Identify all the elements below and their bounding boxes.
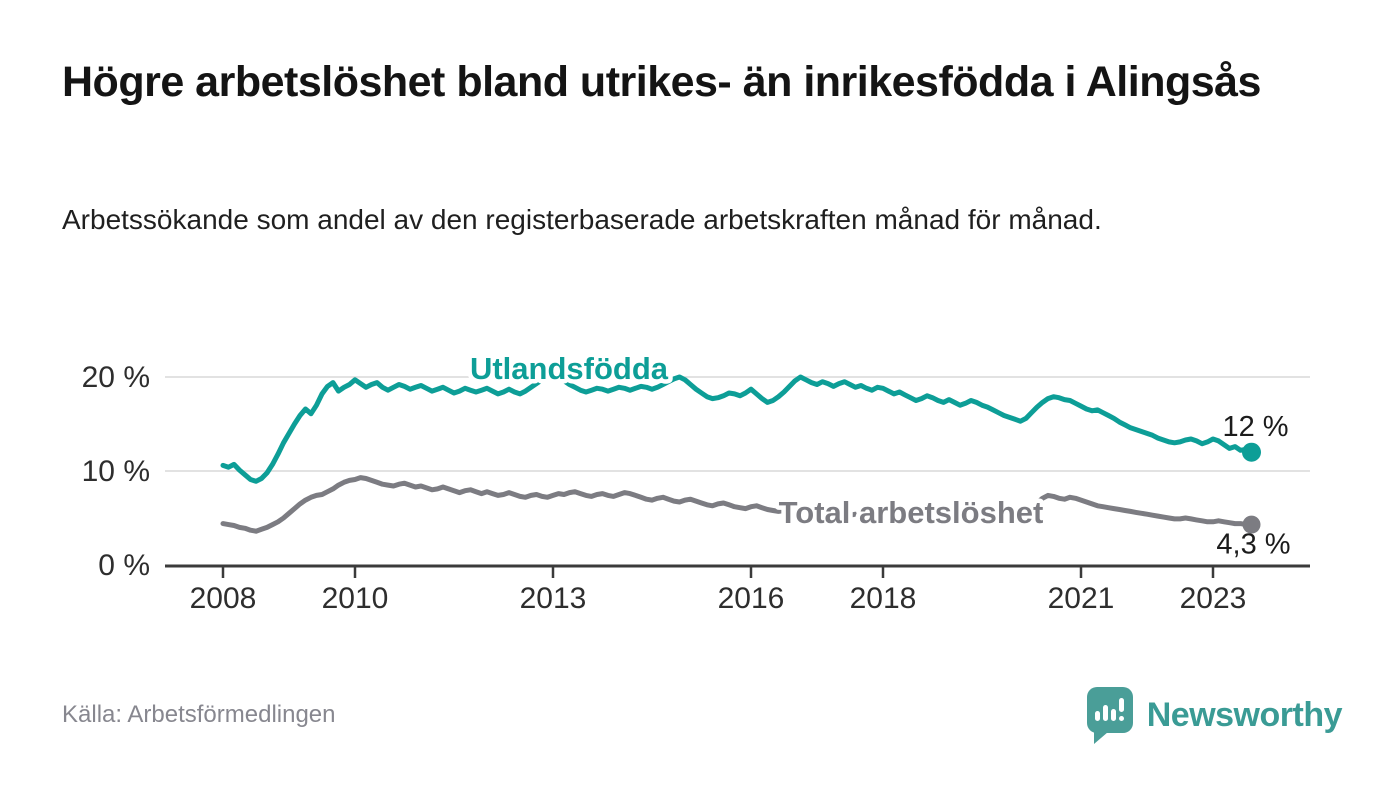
y-axis-grid: 0 % 10 % 20 % [82, 361, 1310, 582]
y-tick-label: 10 % [82, 455, 150, 488]
y-tick-label: 20 % [82, 361, 150, 394]
logo-exclamation-icon [1118, 698, 1124, 712]
series-label-total: Total arbetslöshet [779, 495, 1044, 530]
newsworthy-logo-icon [1086, 687, 1133, 744]
chart-subtitle: Arbetssökande som andel av den registerb… [62, 204, 1102, 235]
x-axis-ticks: 2008 2010 2013 2016 2018 2021 2023 [190, 567, 1247, 615]
footer: Källa: Arbetsförmedlingen Newsworthy [62, 684, 1343, 746]
x-tick-label: 2016 [718, 582, 785, 615]
brand-name: Newsworthy [1146, 695, 1343, 734]
x-tick-label: 2010 [322, 582, 389, 615]
series-end-dot-total [1242, 515, 1261, 534]
x-tick-label: 2021 [1048, 582, 1115, 615]
logo-bar-icon [1094, 711, 1100, 721]
series-end-dot-utlandsfodda [1241, 442, 1261, 462]
logo-bar-icon [1110, 709, 1116, 721]
series-line-total [220, 475, 1254, 534]
source-note: Källa: Arbetsförmedlingen [62, 701, 336, 728]
newsworthy-brand: Newsworthy [1086, 687, 1343, 744]
x-tick-label: 2018 [850, 582, 917, 615]
x-tick-label: 2008 [190, 582, 257, 615]
series-line-utlandsfodda [220, 370, 1254, 484]
y-tick-label: 0 % [98, 549, 150, 582]
logo-exclamation-dot-icon [1118, 716, 1124, 721]
x-tick-label: 2013 [520, 582, 587, 615]
logo-bar-icon [1102, 705, 1108, 721]
line-chart: 0 % 10 % 20 % Total arbetslöshet Utlandsfö… [82, 347, 1310, 615]
end-value-label-utlandsfodda: 12 % [1222, 411, 1288, 443]
page-title: Högre arbetslöshet bland utrikes- än inr… [62, 58, 1261, 106]
speech-bubble-tail-icon [1093, 732, 1108, 744]
end-value-label-total: 4,3 % [1216, 529, 1290, 561]
series-label-utlandsfodda: Utlandsfödda [470, 351, 669, 386]
x-tick-label: 2023 [1180, 582, 1247, 615]
